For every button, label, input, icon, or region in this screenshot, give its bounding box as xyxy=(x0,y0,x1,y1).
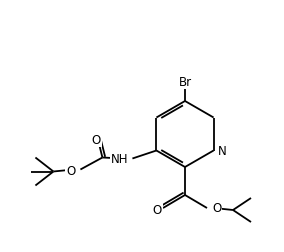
Text: NH: NH xyxy=(111,152,128,165)
Text: Br: Br xyxy=(178,76,192,89)
Text: N: N xyxy=(218,144,226,158)
Text: O: O xyxy=(212,202,221,215)
Text: O: O xyxy=(92,133,101,146)
Text: O: O xyxy=(153,203,162,216)
Text: O: O xyxy=(66,164,76,177)
